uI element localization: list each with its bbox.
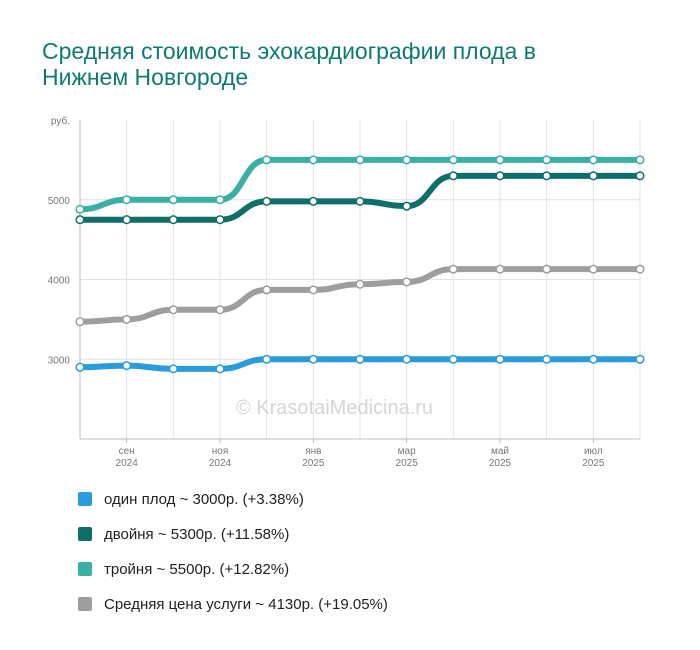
- chart-title: Средняя стоимость эхокардиографии плода …: [42, 38, 662, 90]
- data-point: [402, 354, 412, 364]
- data-point: [122, 361, 132, 371]
- data-point: [215, 215, 225, 225]
- data-point: [122, 314, 132, 324]
- chart-title-line2: Нижнем Новгороде: [42, 64, 249, 90]
- data-point: [122, 195, 132, 205]
- x-tick-label-month: ноя: [212, 446, 229, 457]
- data-point: [75, 317, 85, 327]
- data-point: [402, 155, 412, 165]
- x-tick-label-year: 2025: [489, 458, 512, 469]
- legend-swatch: [78, 492, 92, 506]
- data-point: [542, 264, 552, 274]
- data-point: [308, 354, 318, 364]
- y-tick-label: 5000: [48, 196, 71, 207]
- data-point: [308, 285, 318, 295]
- data-point: [215, 305, 225, 315]
- data-point: [168, 215, 178, 225]
- data-point: [635, 171, 645, 181]
- data-point: [542, 171, 552, 181]
- data-point: [355, 354, 365, 364]
- data-point: [215, 364, 225, 374]
- data-point: [355, 279, 365, 289]
- grid: [80, 120, 641, 439]
- data-point: [495, 264, 505, 274]
- x-tick-label-month: июл: [584, 446, 603, 457]
- x-tick-label-year: 2025: [396, 458, 419, 469]
- data-point: [308, 155, 318, 165]
- x-tick-label-month: мар: [398, 446, 416, 457]
- data-point: [122, 215, 132, 225]
- data-point: [588, 171, 598, 181]
- data-point: [75, 204, 85, 214]
- data-point: [495, 155, 505, 165]
- legend-swatch: [78, 597, 92, 611]
- legend-swatch: [78, 527, 92, 541]
- data-point: [355, 196, 365, 206]
- data-point: [448, 171, 458, 181]
- data-point: [262, 155, 272, 165]
- data-points: [75, 155, 645, 374]
- data-point: [448, 264, 458, 274]
- data-point: [215, 195, 225, 205]
- legend-label: Средняя цена услуги ~ 4130р. (+19.05%): [104, 595, 388, 613]
- data-point: [75, 215, 85, 225]
- data-point: [542, 354, 552, 364]
- legend-label: двойня ~ 5300р. (+11.58%): [104, 525, 290, 543]
- axes: 300040005000руб.сен2024ноя2024янв2025мар…: [48, 115, 640, 469]
- data-point: [495, 354, 505, 364]
- x-tick-label-year: 2024: [116, 458, 139, 469]
- legend-item[interactable]: двойня ~ 5300р. (+11.58%): [78, 522, 388, 546]
- data-point: [402, 277, 412, 287]
- data-point: [588, 264, 598, 274]
- chart-plot: 300040005000руб.сен2024ноя2024янв2025мар…: [48, 115, 645, 469]
- y-tick-label: 4000: [48, 276, 71, 287]
- chart-title-line1: Средняя стоимость эхокардиографии плода …: [42, 38, 536, 64]
- legend-item[interactable]: один плод ~ 3000р. (+3.38%): [78, 487, 388, 511]
- data-point: [635, 155, 645, 165]
- legend-swatch: [78, 562, 92, 576]
- data-point: [588, 354, 598, 364]
- y-axis-unit-label: руб.: [51, 115, 70, 127]
- x-tick-label-year: 2025: [302, 458, 325, 469]
- data-point: [355, 155, 365, 165]
- data-point: [168, 364, 178, 374]
- data-point: [495, 171, 505, 181]
- x-tick-label-year: 2025: [582, 458, 605, 469]
- y-tick-label: 3000: [48, 355, 71, 366]
- data-point: [402, 201, 412, 211]
- watermark: © KrasotaiMedicina.ru: [236, 397, 434, 419]
- x-tick-label-month: май: [491, 446, 509, 457]
- data-point: [262, 285, 272, 295]
- legend-label: тройня ~ 5500р. (+12.82%): [104, 560, 290, 578]
- data-point: [168, 305, 178, 315]
- data-point: [588, 155, 598, 165]
- data-point: [262, 354, 272, 364]
- data-point: [262, 196, 272, 206]
- data-point: [635, 264, 645, 274]
- data-point: [448, 354, 458, 364]
- data-point: [75, 362, 85, 372]
- data-point: [635, 354, 645, 364]
- data-point: [308, 196, 318, 206]
- legend-item[interactable]: Средняя цена услуги ~ 4130р. (+19.05%): [78, 592, 388, 616]
- chart-legend: один плод ~ 3000р. (+3.38%) двойня ~ 5300…: [78, 487, 388, 627]
- legend-item[interactable]: тройня ~ 5500р. (+12.82%): [78, 557, 388, 581]
- x-tick-label-month: янв: [305, 446, 321, 457]
- data-point: [448, 155, 458, 165]
- data-point: [542, 155, 552, 165]
- x-tick-label-year: 2024: [209, 458, 232, 469]
- data-point: [168, 195, 178, 205]
- legend-label: один плод ~ 3000р. (+3.38%): [104, 490, 304, 508]
- x-tick-label-month: сен: [119, 446, 135, 457]
